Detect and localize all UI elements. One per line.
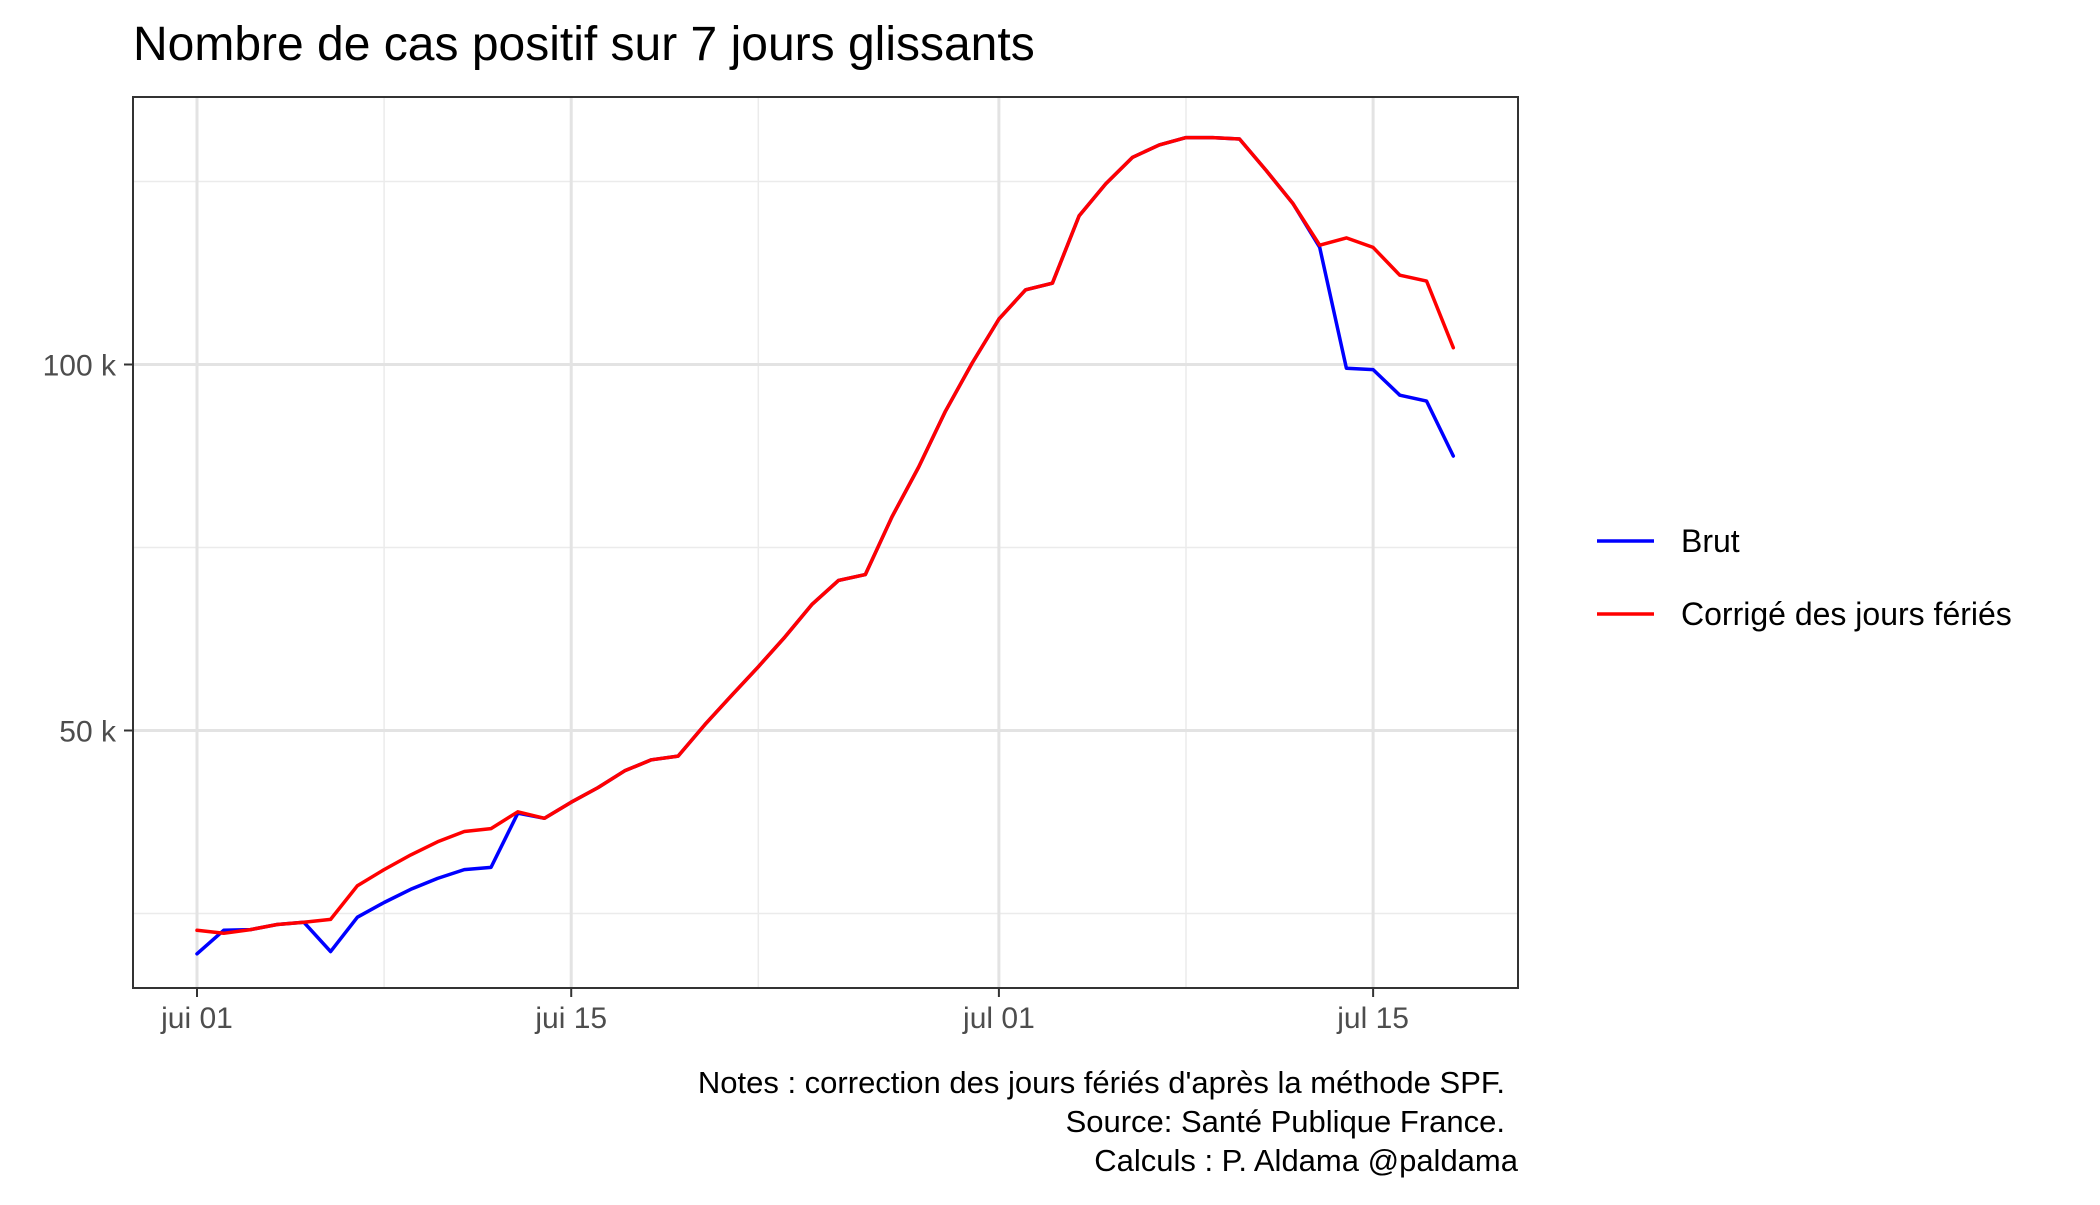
x-tick-label: jul 15 — [1336, 1002, 1409, 1035]
axis-layer: 50 k 100 k jui 01 jui 15 jul 01 jul 15 — [43, 350, 1409, 1036]
y-tick-label: 100 k — [43, 350, 117, 383]
series-line-corrige — [195, 135, 1456, 936]
grid-layer — [133, 97, 1518, 988]
caption: Notes : correction des jours fériés d'ap… — [698, 1065, 1519, 1178]
plot-border — [132, 96, 1519, 989]
x-tick-label: jul 01 — [962, 1002, 1035, 1035]
legend: Brut Corrigé des jours fériés — [1597, 523, 2012, 632]
series-layer — [195, 135, 1456, 956]
legend-label-brut: Brut — [1681, 523, 1740, 559]
legend-label-corrige: Corrigé des jours fériés — [1681, 596, 2012, 632]
plot-panel — [133, 97, 1518, 988]
chart-title: Nombre de cas positif sur 7 jours glissa… — [133, 18, 1035, 71]
y-tick-label: 50 k — [59, 716, 117, 749]
caption-credits: Calculs : P. Aldama @paldama — [1094, 1143, 1519, 1178]
caption-source: Source: Santé Publique France. — [1066, 1104, 1505, 1139]
caption-notes: Notes : correction des jours fériés d'ap… — [698, 1065, 1505, 1100]
x-tick-label: jui 01 — [160, 1002, 233, 1035]
x-tick-label: jui 15 — [534, 1002, 607, 1035]
